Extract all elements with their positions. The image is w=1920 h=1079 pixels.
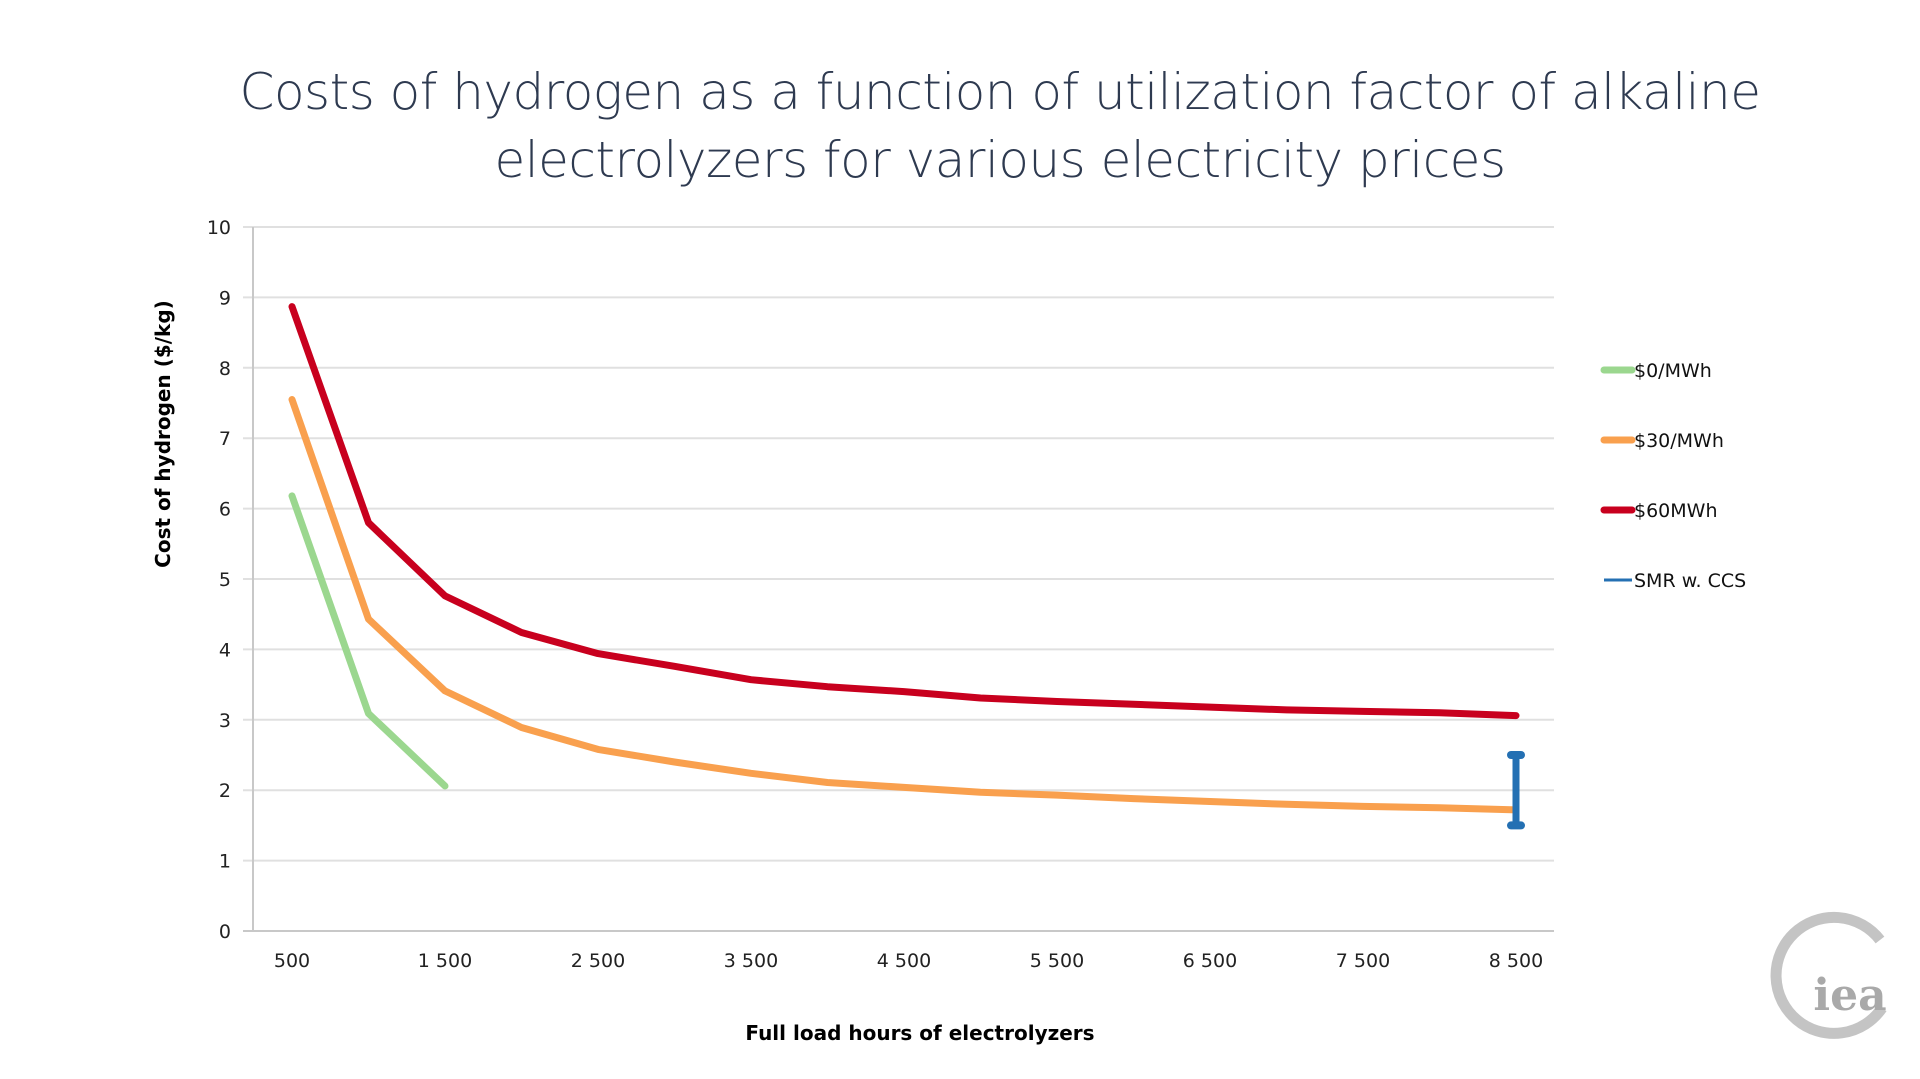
y-tick-label: 5 bbox=[219, 569, 231, 591]
legend: $0/MWh $30/MWh $60MWh SMR w. CCS bbox=[1600, 360, 1746, 592]
legend-item: SMR w. CCS bbox=[1604, 570, 1746, 592]
y-axis-title: Cost of hydrogen ($/kg) bbox=[151, 300, 175, 568]
x-tick-labels: 500 1 500 2 500 3 500 4 500 5 500 6 500 7 500 8 … bbox=[274, 950, 1543, 972]
legend-label: $30/MWh bbox=[1634, 430, 1724, 452]
y-tick-label: 3 bbox=[219, 710, 231, 732]
y-tick-label: 6 bbox=[219, 499, 231, 521]
legend-label: SMR w. CCS bbox=[1634, 570, 1746, 592]
x-tick-label: 7 500 bbox=[1336, 950, 1390, 972]
y-tick-label: 0 bbox=[219, 921, 231, 943]
series-1-line bbox=[288, 396, 1520, 814]
chart-title-line-1: Costs of hydrogen as a function of utili… bbox=[239, 63, 1761, 121]
x-tick-label: 2 500 bbox=[571, 950, 625, 972]
legend-label: $60MWh bbox=[1634, 500, 1718, 522]
y-tick-labels: 0 1 2 3 4 5 6 7 8 9 10 bbox=[207, 217, 231, 943]
series-0-line bbox=[288, 492, 449, 790]
y-tick-label: 8 bbox=[219, 358, 231, 380]
x-tick-label: 500 bbox=[274, 950, 310, 972]
x-tick-label: 5 500 bbox=[1030, 950, 1084, 972]
x-axis-title: Full load hours of electrolyzers bbox=[745, 1021, 1094, 1045]
x-tick-label: 4 500 bbox=[877, 950, 931, 972]
series-lines bbox=[288, 303, 1525, 830]
legend-item: $60MWh bbox=[1600, 500, 1718, 522]
x-tick-label: 6 500 bbox=[1183, 950, 1237, 972]
y-tick-label: 7 bbox=[219, 428, 231, 450]
logo-text: iea bbox=[1813, 970, 1886, 1021]
legend-item: $0/MWh bbox=[1600, 360, 1712, 382]
y-tick-label: 9 bbox=[219, 287, 231, 309]
smr-ccs-range-bar bbox=[1507, 751, 1525, 830]
gridlines bbox=[243, 226, 1554, 932]
chart-title-line-2: electrolyzers for various electricity pr… bbox=[494, 131, 1506, 189]
x-tick-label: 3 500 bbox=[724, 950, 778, 972]
x-tick-label: 1 500 bbox=[418, 950, 472, 972]
iea-logo: iea bbox=[1770, 911, 1887, 1039]
legend-item: $30/MWh bbox=[1600, 430, 1724, 452]
y-tick-label: 2 bbox=[219, 780, 231, 802]
y-tick-label: 4 bbox=[219, 639, 231, 661]
legend-label: $0/MWh bbox=[1634, 360, 1712, 382]
y-tick-label: 10 bbox=[207, 217, 231, 239]
chart-title: Costs of hydrogen as a function of utili… bbox=[150, 58, 1850, 194]
logo-ring-icon bbox=[1770, 911, 1887, 1039]
y-tick-label: 1 bbox=[219, 851, 231, 873]
x-tick-label: 8 500 bbox=[1489, 950, 1543, 972]
